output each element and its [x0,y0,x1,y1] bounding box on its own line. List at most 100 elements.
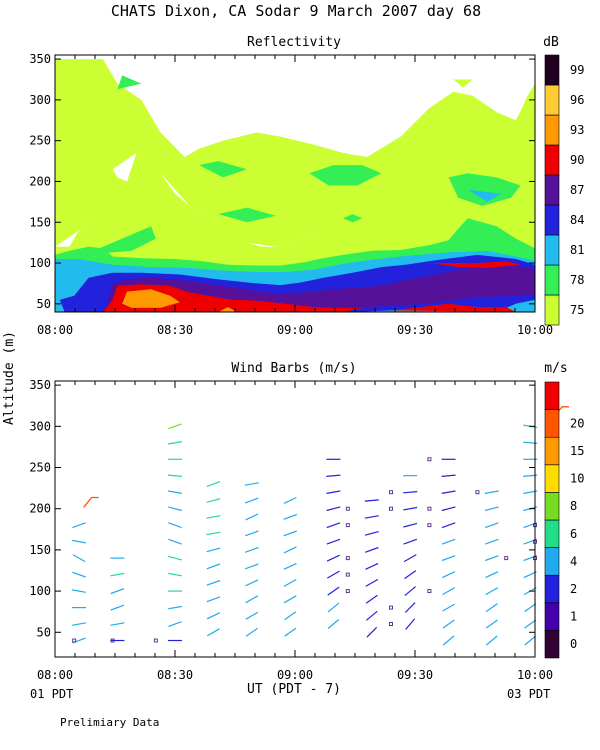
wind-barb-10-0 [486,635,498,646]
refl-ytick-label-300: 300 [29,93,51,107]
refl-colorbar-label-99: 99 [570,63,584,77]
wind-colorbar-swatch-9 [544,381,560,410]
wind-barb-10-1 [485,619,498,629]
wind-barb-1-1 [110,622,125,626]
wind-ytick-label-350: 350 [29,378,51,392]
wind-xtick-label-2: 09:00 [277,668,313,682]
wind-barb-5-2 [283,595,297,604]
reflectivity-contours [55,59,535,312]
wind-barb-2-8 [168,506,182,512]
wind-barb-6-9 [326,474,341,477]
contour-78-db-9 [448,173,521,206]
reflectivity-title: Reflectivity [247,35,341,50]
wind-barb-2-6 [168,538,182,545]
refl-ytick-label-100: 100 [29,256,51,270]
strong-wind-barb-0 [83,496,99,508]
wind-barb-7-8 [364,499,379,502]
wind-barb-10-9 [484,490,499,494]
wind-barb-10-4 [485,571,499,579]
refl-xtick-label-1: 08:30 [157,323,193,337]
wind-colorbar-label-15: 15 [570,444,584,458]
calm-marker-17 [504,556,509,561]
refl-colorbar-swatch-0 [544,294,560,326]
wind-xtick-label-3: 09:30 [397,668,433,682]
wind-barb-2-1 [168,621,182,627]
calm-marker-1 [110,638,115,643]
wind-barb-7-5 [364,546,379,553]
wind-barb-0-5 [72,554,86,563]
wind-barb-5-0 [284,627,297,637]
refl-xtick-label-4: 10:00 [517,323,553,337]
calm-marker-16 [475,490,480,495]
contour-78-db-7 [218,207,276,223]
wind-barb-3-2 [206,596,221,603]
wind-barb-11-1 [524,619,537,629]
wind-colorbar-swatch-1 [544,602,560,631]
wind-barb-4-1 [245,611,259,620]
contour-78-db-5 [117,75,142,90]
wind-barb-3-5 [206,547,221,553]
contour-93-db-20 [122,289,180,308]
wind-barb-7-7 [364,515,379,519]
wind-barb-2-13 [168,423,182,430]
wind-barb-6-5 [326,538,341,545]
refl-colorbar-swatch-4 [544,174,560,206]
wind-barb-2-2 [167,605,183,610]
wind-colorbar-label-6: 6 [570,527,577,541]
wind-colorbar: 0 1 2 4 6 8 10 15 20 [544,381,584,659]
wind-barb-9-7 [441,522,456,529]
wind-barb-0-3 [71,589,87,593]
wind-colorbar-swatch-0 [544,630,560,659]
wind-colorbar-swatch-5 [544,492,560,521]
refl-colorbar-label-75: 75 [570,303,584,317]
contour-90-db-18 [429,261,521,268]
wind-barb-10-6 [484,538,499,545]
wind-barb-8-3 [404,570,417,580]
wind-barb-3-1 [206,612,220,620]
wind-barb-6-7 [326,506,341,512]
refl-xtick-label-3: 09:30 [397,323,433,337]
wind-ytick-label-100: 100 [29,584,51,598]
refl-colorbar-swatch-8 [544,54,560,86]
wind-barb-9-2 [442,603,455,612]
wind-barb-9-1 [442,619,455,629]
altitude-axis-label: Altitude (m) [2,331,17,425]
wind-barb-11-2 [524,603,537,613]
contour-81-db-14 [467,189,502,202]
wind-barb-6-0 [327,619,340,629]
wind-barb-5-4 [283,562,297,570]
wind-barbs [71,406,569,646]
wind-ytick-label-250: 250 [29,461,51,475]
refl-colorbar-swatch-7 [544,84,560,116]
wind-barb-4-0 [245,627,258,637]
wind-barb-5-1 [284,611,297,621]
wind-colorbar-unit: m/s [544,361,567,376]
contour-78-db-10 [343,214,363,223]
wind-xtick-label-4: 10:00 [517,668,553,682]
wind-barb-8-5 [403,538,418,545]
wind-colorbar-swatch-8 [544,409,560,438]
calm-marker-12 [427,457,432,462]
wind-barb-4-5 [244,546,259,553]
wind-barb-6-4 [326,554,340,562]
wind-barb-9-4 [442,571,456,579]
calm-marker-14 [427,523,432,528]
wind-barb-5-3 [283,578,297,587]
calm-marker-10 [389,605,393,610]
wind-barb-9-3 [442,587,455,596]
contour-90-db-19 [391,303,516,312]
wind-plot-frame [54,380,536,658]
wind-barb-7-4 [365,562,379,570]
wind-colorbar-label-10: 10 [570,472,584,486]
refl-xtick-label-2: 09:00 [277,323,313,337]
wind-barb-7-6 [364,531,379,536]
refl-xtick-label-0: 08:00 [37,323,73,337]
calm-marker-13 [427,506,432,511]
wind-barb-8-7 [403,506,418,511]
wind-colorbar-label-0: 0 [570,637,577,651]
contour-93-db-21 [218,307,238,312]
wind-barb-10-3 [485,587,499,596]
contour-78-db-6 [199,161,247,178]
calm-marker-4 [345,523,350,528]
